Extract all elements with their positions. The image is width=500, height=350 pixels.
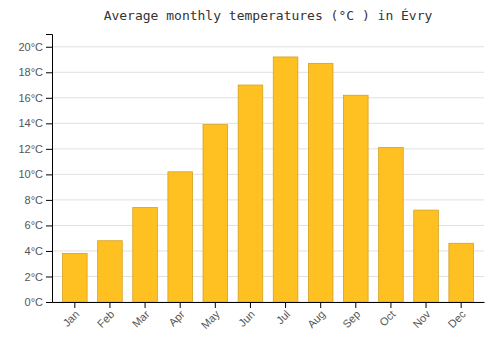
x-tick: Feb: [95, 302, 117, 330]
y-tick-label: 0°C: [25, 296, 44, 308]
y-tick-label: 16°C: [18, 92, 43, 104]
x-tick-label: Apr: [166, 308, 187, 329]
bar: [449, 243, 474, 302]
x-tick-label: Jan: [60, 308, 81, 329]
x-tick-label: Aug: [305, 308, 327, 330]
bar: [308, 63, 333, 302]
y-tick-label: 12°C: [18, 143, 43, 155]
y-tick-label: 18°C: [18, 66, 43, 78]
x-tick: Aug: [305, 302, 327, 330]
y-tick: 16°C: [18, 92, 52, 104]
x-tick-label: Mar: [130, 308, 152, 330]
x-tick: Apr: [166, 302, 187, 328]
y-tick-label: 2°C: [25, 270, 44, 282]
x-tick-mark: [250, 302, 251, 308]
y-tick-mark: [46, 225, 52, 226]
grid-line: [52, 148, 484, 149]
bar: [414, 210, 439, 302]
grid-line: [52, 123, 484, 124]
grid-line: [52, 199, 484, 200]
bar: [203, 125, 228, 302]
x-tick: Jun: [236, 302, 257, 329]
y-tick-label: 6°C: [25, 219, 44, 231]
x-tick-mark: [180, 302, 181, 308]
y-tick-mark: [46, 200, 52, 201]
x-tick-mark: [426, 302, 427, 308]
y-tick: 12°C: [18, 143, 52, 155]
x-tick-label: Jul: [274, 308, 292, 326]
x-tick-mark: [145, 302, 146, 308]
y-tick: 2°C: [25, 270, 52, 282]
y-tick: 4°C: [25, 245, 52, 257]
x-axis: Jan Feb Mar Apr May Jun Jul Aug Sep Oct Nov Dec: [53, 302, 485, 331]
x-axis-line: [53, 302, 485, 303]
x-tick-label: Dec: [445, 308, 468, 331]
x-tick: May: [199, 302, 223, 331]
x-tick: Dec: [445, 302, 468, 330]
y-axis-line: [46, 35, 53, 303]
y-tick-label: 14°C: [18, 117, 43, 129]
y-tick-label: 20°C: [18, 41, 43, 53]
x-tick-label: Feb: [95, 308, 117, 330]
y-tick: 0°C: [25, 296, 52, 308]
x-tick: Jan: [60, 302, 81, 329]
y-tick-mark: [46, 276, 52, 277]
y-tick-label: 4°C: [25, 245, 44, 257]
plot-area: Jan Feb Mar Apr May Jun Jul Aug Sep Oct Nov Dec 0°C 2…: [18, 35, 484, 332]
bar: [273, 57, 298, 302]
grid-line: [52, 46, 484, 47]
bar: [238, 85, 263, 302]
y-tick-label: 10°C: [18, 168, 43, 180]
x-tick: Mar: [130, 302, 152, 330]
x-tick: Jul: [274, 302, 292, 326]
bar: [168, 172, 193, 302]
bar: [98, 241, 123, 302]
x-tick-mark: [109, 302, 110, 308]
x-tick-label: Oct: [377, 308, 398, 329]
x-tick-mark: [215, 302, 216, 308]
y-tick-mark: [46, 302, 52, 303]
y-tick-mark: [46, 174, 52, 175]
y-tick-mark: [46, 72, 52, 73]
bar: [63, 254, 88, 302]
y-tick-mark: [46, 98, 52, 99]
y-tick-mark: [46, 149, 52, 150]
y-tick-mark: [46, 251, 52, 252]
y-tick-label: 8°C: [25, 194, 44, 206]
y-tick: 8°C: [25, 194, 52, 206]
chart: Jan Feb Mar Apr May Jun Jul Aug Sep Oct Nov Dec 0°C 2…: [0, 0, 500, 350]
x-tick-mark: [285, 302, 286, 308]
grid: [52, 47, 484, 302]
x-tick-mark: [74, 302, 75, 308]
grid-line: [52, 72, 484, 73]
y-tick: 6°C: [25, 219, 52, 231]
x-tick-mark: [461, 302, 462, 308]
y-tick: 18°C: [18, 66, 52, 78]
y-tick: 14°C: [18, 117, 52, 129]
x-tick: Nov: [410, 302, 433, 330]
y-tick: 20°C: [18, 41, 52, 53]
bar: [379, 148, 404, 302]
y-tick: 10°C: [18, 168, 52, 180]
x-tick-label: Jun: [236, 308, 257, 329]
x-tick-label: Nov: [410, 308, 433, 331]
x-tick-label: May: [199, 308, 223, 332]
x-tick: Oct: [377, 302, 398, 328]
title: Average monthly temperatures (°C ) in Év…: [104, 8, 433, 23]
x-tick: Sep: [340, 302, 362, 330]
y-axis: 0°C 2°C 4°C 6°C 8°C 10°C 12°C 14°C 16°C 18°C 20°C: [18, 35, 52, 309]
y-tick-mark: [46, 123, 52, 124]
grid-line: [52, 97, 484, 98]
bar: [344, 95, 369, 302]
x-tick-mark: [390, 302, 391, 308]
grid-line: [52, 174, 484, 175]
bars: [63, 57, 474, 302]
y-tick-mark: [46, 47, 52, 48]
x-tick-mark: [355, 302, 356, 308]
bar: [133, 208, 158, 302]
x-tick-label: Sep: [340, 308, 362, 330]
x-tick-mark: [320, 302, 321, 308]
